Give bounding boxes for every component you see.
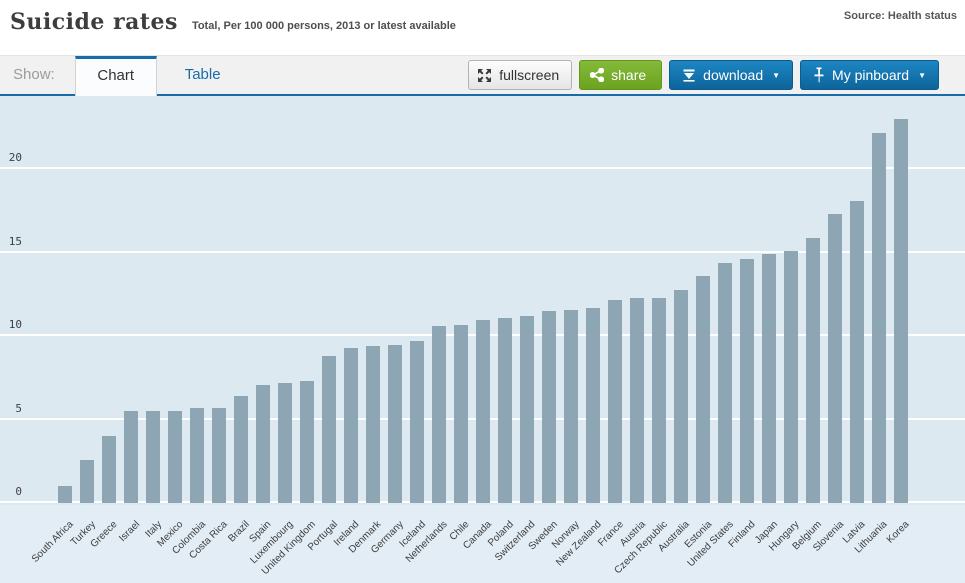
- bar-colombia[interactable]: [190, 407, 204, 503]
- bar-slovenia[interactable]: [828, 214, 842, 503]
- bar-poland[interactable]: [498, 317, 512, 503]
- bar-norway[interactable]: [564, 309, 578, 503]
- bar-chart: 0 5 10 15 20 South Africa Turkey Greece Israel It…: [0, 96, 965, 583]
- y-axis-tick-label: 15: [8, 234, 22, 248]
- share-icon: [590, 68, 605, 82]
- share-button[interactable]: share: [579, 60, 663, 90]
- bar-new-zealand[interactable]: [586, 307, 600, 503]
- y-axis-tick-label: 0: [15, 485, 22, 498]
- pinboard-caret-icon: ▼: [918, 70, 926, 80]
- bar-greece[interactable]: [102, 436, 116, 503]
- bar-austria[interactable]: [630, 297, 644, 503]
- bar-turkey[interactable]: [80, 459, 94, 503]
- bar-united-kingdom[interactable]: [300, 381, 314, 503]
- bar-costa-rica[interactable]: [212, 407, 226, 503]
- y-axis-tick-label: 10: [8, 318, 22, 332]
- bar-ireland[interactable]: [344, 347, 358, 503]
- bar-japan[interactable]: [762, 254, 776, 503]
- gridline-20: [0, 167, 965, 170]
- fullscreen-button-label: fullscreen: [499, 67, 560, 83]
- source-note: Source: Health status: [843, 10, 957, 22]
- bar-mexico[interactable]: [168, 411, 182, 503]
- bar-israel[interactable]: [124, 411, 138, 503]
- bar-spain[interactable]: [256, 384, 270, 503]
- bar-netherlands[interactable]: [432, 326, 446, 503]
- bar-czech-republic[interactable]: [652, 297, 666, 503]
- bar-luxembourg[interactable]: [278, 382, 292, 503]
- bar-germany[interactable]: [388, 344, 402, 503]
- bar-switzerland[interactable]: [520, 316, 534, 503]
- bar-south-africa[interactable]: [58, 486, 72, 503]
- fullscreen-button[interactable]: fullscreen: [468, 60, 573, 90]
- download-caret-icon: ▼: [772, 70, 781, 80]
- download-icon: [683, 69, 695, 82]
- pinboard-button-label: My pinboard: [832, 67, 910, 83]
- page-title: Suicide rates: [10, 9, 178, 35]
- bar-latvia[interactable]: [850, 201, 864, 503]
- bar-australia[interactable]: [674, 289, 688, 503]
- bar-portugal[interactable]: [322, 356, 336, 503]
- pinboard-button[interactable]: My pinboard ▼: [800, 60, 939, 90]
- toolbar: Show: Chart Table fullscreen: [0, 55, 965, 96]
- bar-france[interactable]: [608, 299, 622, 503]
- bar-italy[interactable]: [146, 411, 160, 503]
- pin-icon: [814, 67, 824, 83]
- show-label: Show:: [13, 66, 55, 83]
- fullscreen-icon: [478, 68, 492, 82]
- y-axis-tick-label: 20: [8, 151, 22, 165]
- bar-canada[interactable]: [476, 319, 490, 503]
- title-row: Suicide rates Total, Per 100 000 persons…: [0, 0, 965, 35]
- download-button-label: download: [703, 67, 764, 83]
- bar-belgium[interactable]: [806, 237, 820, 503]
- tab-chart[interactable]: Chart: [74, 56, 157, 96]
- bar-brazil[interactable]: [234, 396, 248, 503]
- bar-chile[interactable]: [454, 324, 468, 503]
- bar-lithuania[interactable]: [872, 132, 886, 503]
- x-axis-band: [0, 505, 965, 583]
- download-button[interactable]: download ▼: [669, 60, 794, 90]
- bar-estonia[interactable]: [696, 276, 710, 503]
- gridline-15: [0, 250, 965, 253]
- page-subtitle: Total, Per 100 000 persons, 2013 or late…: [191, 20, 456, 32]
- bar-finland[interactable]: [740, 259, 754, 503]
- y-axis-tick-label: 5: [15, 401, 22, 415]
- share-button-label: share: [611, 67, 647, 83]
- tab-table[interactable]: Table: [184, 66, 221, 83]
- header: Suicide rates Total, Per 100 000 persons…: [0, 0, 965, 55]
- bar-korea[interactable]: [894, 119, 908, 503]
- bar-denmark[interactable]: [366, 346, 380, 503]
- bar-sweden[interactable]: [542, 311, 556, 503]
- bar-united-states[interactable]: [718, 262, 732, 503]
- toolbar-buttons: fullscreen share: [468, 56, 939, 94]
- bar-hungary[interactable]: [784, 251, 798, 503]
- bar-iceland[interactable]: [410, 341, 424, 503]
